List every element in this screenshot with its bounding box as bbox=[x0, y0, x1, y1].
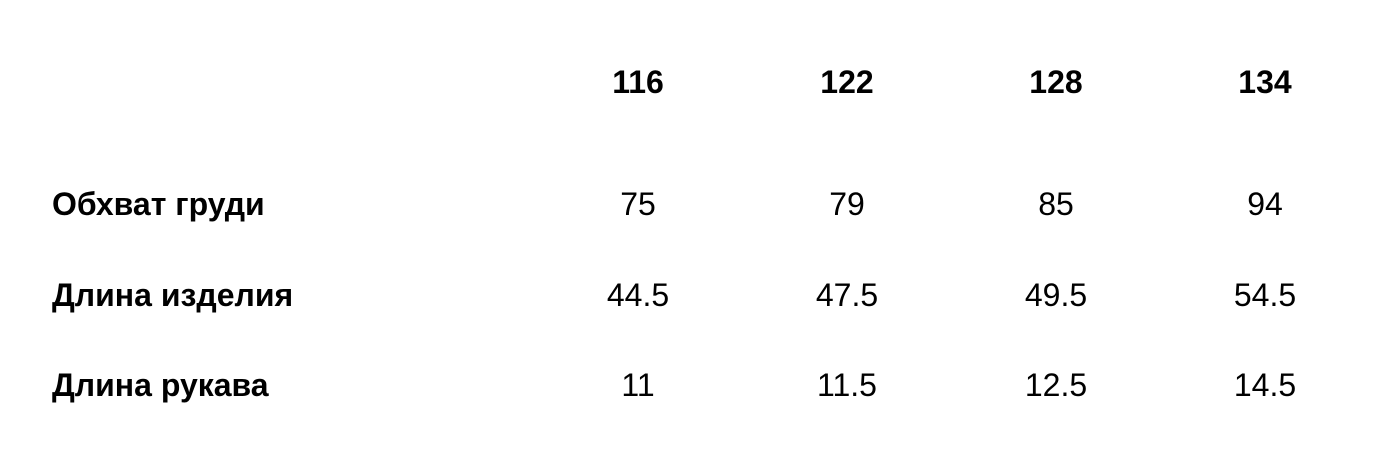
size-header: 116 bbox=[612, 64, 664, 100]
table-cell: 79 bbox=[829, 186, 865, 222]
table-cell: 11.5 bbox=[817, 367, 877, 403]
row-label: Длина рукава bbox=[52, 367, 269, 403]
table-cell: 11 bbox=[621, 367, 655, 403]
table-cell: 47.5 bbox=[815, 277, 879, 313]
size-header: 122 bbox=[820, 64, 874, 100]
table-cell: 14.5 bbox=[1233, 367, 1297, 403]
size-header: 134 bbox=[1238, 64, 1292, 100]
table-cell: 94 bbox=[1247, 186, 1283, 222]
table-cell: 44.5 bbox=[606, 277, 670, 313]
table-cell: 12.5 bbox=[1024, 367, 1088, 403]
size-header: 128 bbox=[1029, 64, 1083, 100]
table-cell: 85 bbox=[1038, 186, 1074, 222]
table-cell: 75 bbox=[620, 186, 656, 222]
table-cell: 54.5 bbox=[1233, 277, 1297, 313]
row-label: Длина изделия bbox=[52, 277, 294, 313]
table-cell: 49.5 bbox=[1024, 277, 1088, 313]
row-label: Обхват груди bbox=[52, 186, 265, 222]
